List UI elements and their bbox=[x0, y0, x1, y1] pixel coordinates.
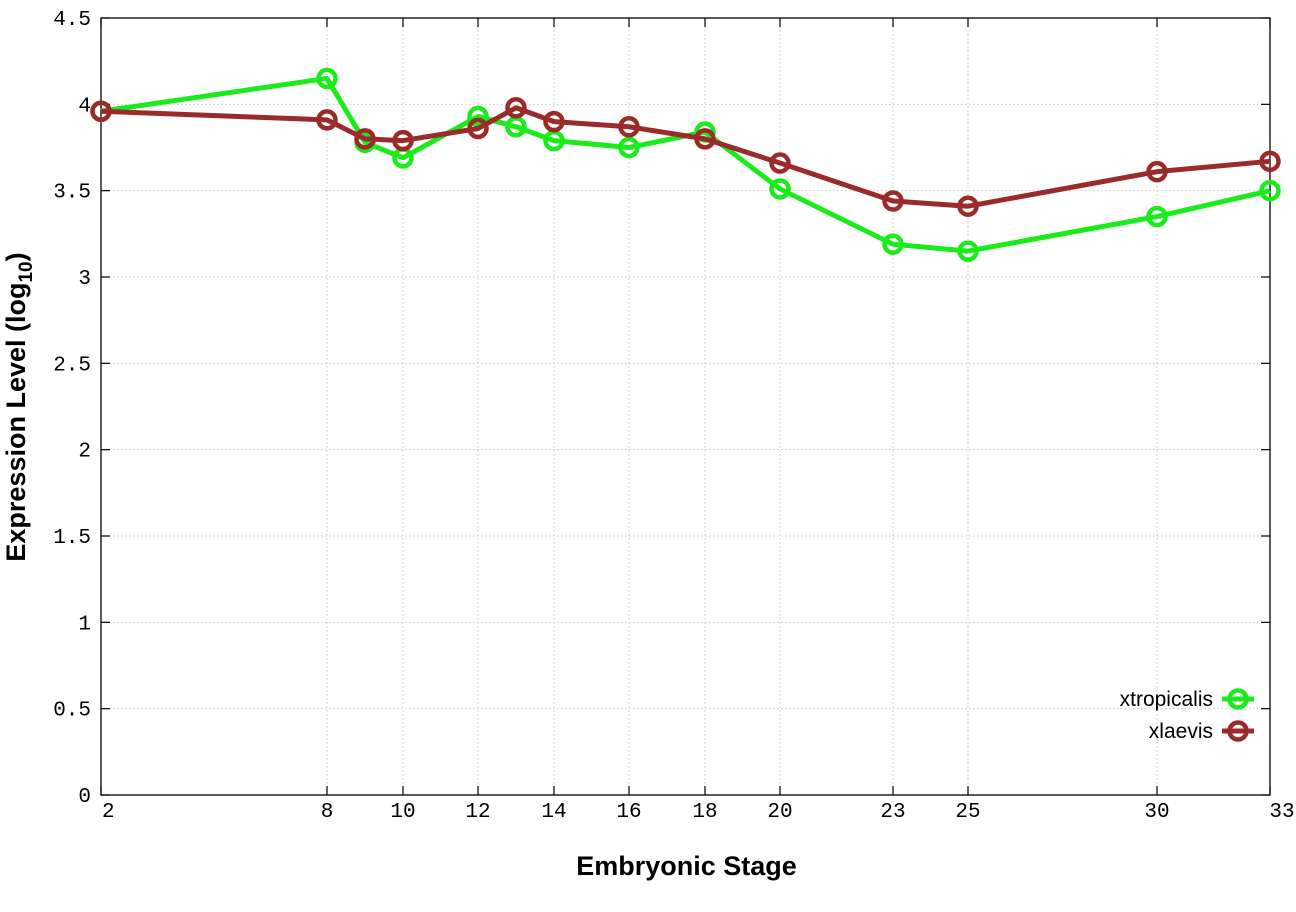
data-point-xlaevis bbox=[882, 190, 904, 212]
series-xtropicalis bbox=[90, 67, 1281, 262]
data-point-xtropicalis bbox=[957, 240, 979, 262]
data-point-xtropicalis bbox=[467, 105, 489, 128]
x-tick-label: 10 bbox=[390, 801, 415, 824]
x-tick-label: 25 bbox=[955, 801, 980, 824]
data-point-xlaevis bbox=[1259, 150, 1281, 173]
data-point-xtropicalis bbox=[316, 67, 338, 90]
x-tick-label: 14 bbox=[541, 801, 566, 824]
x-tick-label: 33 bbox=[1269, 801, 1294, 824]
series-line-xlaevis bbox=[100, 105, 1271, 209]
y-tick-label: 2 bbox=[78, 441, 91, 464]
series-xlaevis bbox=[90, 97, 1281, 217]
y-tick-label: 2.5 bbox=[53, 354, 91, 377]
data-point-xtropicalis bbox=[882, 233, 904, 255]
y-axis-label-main: Expression Level (log bbox=[1, 283, 31, 562]
y-tick-label: 1 bbox=[78, 613, 91, 636]
y-tick-label: 0 bbox=[78, 786, 91, 809]
y-tick-label: 1.5 bbox=[53, 527, 91, 550]
data-point-xtropicalis bbox=[769, 178, 791, 200]
x-axis-label: Embryonic Stage bbox=[576, 851, 797, 881]
x-tick-label: 23 bbox=[880, 801, 905, 824]
data-point-xlaevis bbox=[1146, 160, 1168, 183]
x-tick-labels: 2 8 10 12 14 16 18 20 23 25 30 33 bbox=[102, 801, 1295, 824]
data-point-xlaevis bbox=[505, 97, 527, 119]
data-point-xlaevis bbox=[467, 117, 489, 140]
data-point-xlaevis bbox=[316, 109, 338, 131]
y-axis-label-end: ) bbox=[1, 252, 31, 261]
y-axis-label: Expression Level (log10) bbox=[1, 252, 37, 561]
data-point-xlaevis bbox=[769, 152, 791, 174]
x-tick-label: 16 bbox=[616, 801, 641, 824]
data-point-xtropicalis bbox=[1146, 205, 1168, 228]
y-tick-label: 0.5 bbox=[53, 700, 91, 723]
data-point-xlaevis bbox=[618, 116, 640, 138]
x-tick-label: 12 bbox=[465, 801, 490, 824]
data-point-xlaevis bbox=[90, 100, 112, 122]
y-tick-label: 3 bbox=[78, 268, 91, 291]
x-tick-label: 20 bbox=[767, 801, 792, 824]
x-tick-label: 18 bbox=[692, 801, 717, 824]
data-point-xlaevis bbox=[392, 129, 414, 152]
x-tick-label: 30 bbox=[1144, 801, 1169, 824]
legend-label-xlaevis: xlaevis bbox=[1149, 720, 1213, 743]
legend-label-xtropicalis: xtropicalis bbox=[1120, 688, 1213, 711]
data-point-xtropicalis bbox=[1259, 179, 1281, 202]
legend: xtropicalis xlaevis bbox=[1120, 688, 1254, 743]
y-tick-label: 4.5 bbox=[53, 9, 91, 32]
x-tick-label: 2 bbox=[102, 801, 115, 824]
y-tick-label: 4 bbox=[78, 95, 91, 118]
data-point-xlaevis bbox=[543, 110, 565, 133]
x-tick-label: 8 bbox=[321, 801, 334, 824]
data-point-xtropicalis bbox=[618, 136, 640, 159]
data-point-xlaevis bbox=[957, 195, 979, 217]
legend-swatch-marker-xlaevis bbox=[1227, 720, 1249, 742]
y-axis-label-subscript: 10 bbox=[16, 261, 37, 282]
data-point-xlaevis bbox=[694, 128, 716, 150]
legend-swatch-marker-xtropicalis bbox=[1227, 688, 1249, 710]
data-point-xlaevis bbox=[354, 128, 376, 150]
y-tick-labels: 0 0.5 1 1.5 2 2.5 3 3.5 4 4.5 bbox=[53, 9, 91, 809]
series bbox=[90, 67, 1281, 262]
y-tick-label: 3.5 bbox=[53, 182, 91, 205]
plot-frame bbox=[100, 17, 1271, 796]
